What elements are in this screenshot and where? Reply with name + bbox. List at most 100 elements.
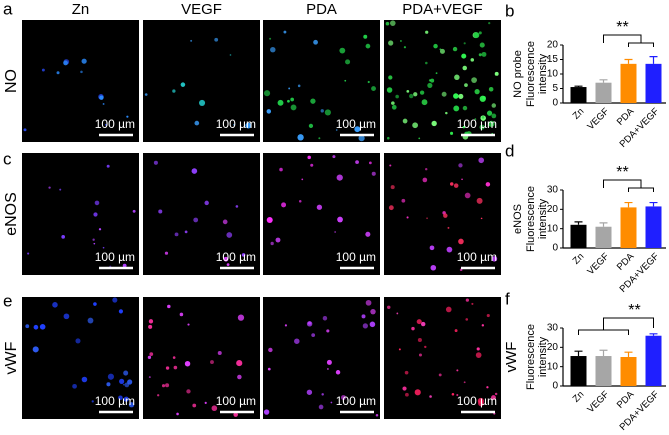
cell-dot — [316, 204, 323, 210]
cell-dot — [324, 109, 331, 116]
cell-dot — [204, 401, 207, 405]
cell-dot — [263, 409, 270, 415]
cell-dot — [106, 382, 111, 387]
cell-dot — [287, 99, 290, 103]
cell-dot — [194, 120, 200, 126]
y-tick-label: 30 — [547, 323, 559, 334]
micrograph — [263, 297, 380, 419]
cell-dot — [308, 123, 314, 129]
cell-dot — [395, 94, 399, 99]
cell-dot — [471, 77, 477, 83]
cell-dot — [126, 115, 129, 118]
cell-dot — [172, 89, 176, 93]
cell-dot — [429, 245, 435, 251]
cell-dot — [491, 103, 497, 108]
error-bar — [599, 349, 608, 357]
y-axis-label: Fluorescence — [525, 324, 537, 390]
cell-dot — [427, 82, 433, 89]
cell-dot — [458, 163, 463, 168]
cell-dot — [396, 312, 399, 315]
cell-dot — [93, 212, 98, 217]
cell-dot — [52, 302, 58, 308]
cell-dot — [336, 174, 343, 181]
scale-bar-label: 100 µm — [457, 394, 497, 408]
cell-dot — [102, 246, 105, 249]
cell-dot — [406, 89, 410, 93]
cell-dot — [362, 323, 368, 329]
cell-dot — [417, 337, 422, 343]
cell-dot — [488, 120, 495, 127]
cell-dot — [297, 134, 304, 141]
scale-bar-label: 100 µm — [216, 394, 256, 408]
cell-dot — [456, 369, 459, 372]
cell-dot — [263, 90, 271, 97]
cell-dot — [161, 384, 166, 388]
cell-dot — [153, 160, 158, 165]
cell-dot — [491, 113, 497, 119]
x-tick-label: PDA — [615, 106, 637, 128]
cell-dot — [172, 356, 176, 359]
cell-dot — [332, 155, 336, 159]
cell-dot — [416, 319, 422, 325]
cell-dot — [56, 71, 60, 75]
cell-dot — [122, 383, 125, 386]
bar — [595, 82, 612, 103]
y-tick-label: 20 — [547, 204, 559, 215]
cell-dot — [132, 209, 136, 213]
cell-dot — [451, 392, 455, 396]
cell-dot — [453, 105, 460, 112]
cell-dot — [446, 246, 453, 253]
cell-dot — [481, 324, 485, 327]
cell-dot — [186, 389, 191, 394]
cell-dot — [241, 253, 246, 257]
cell-dot — [318, 404, 324, 410]
cell-dot — [480, 217, 483, 220]
cell-dot — [105, 123, 107, 126]
cell-dot — [478, 31, 482, 35]
cell-dot — [431, 120, 437, 127]
cell-dot — [334, 231, 337, 233]
cell-dot — [458, 93, 464, 99]
bar — [620, 63, 637, 103]
cell-dot — [355, 160, 359, 164]
cell-dot — [306, 321, 313, 327]
bar — [595, 356, 612, 386]
cell-dot — [210, 360, 214, 365]
cell-dot — [237, 314, 245, 321]
cell-dot — [267, 367, 271, 371]
micrograph — [143, 153, 260, 275]
cell-dot — [389, 20, 396, 26]
cell-dot — [412, 122, 419, 129]
micrograph — [384, 153, 501, 275]
cell-dot — [478, 53, 482, 57]
cell-dot — [321, 393, 324, 396]
cell-dot — [403, 46, 407, 49]
error-bar — [624, 58, 633, 64]
cell-dot — [214, 37, 219, 42]
cell-dot — [102, 103, 105, 105]
cell-dot — [386, 136, 390, 140]
cell-dot — [180, 82, 186, 87]
cell-dot — [330, 401, 333, 404]
cell-dot — [474, 89, 480, 95]
cell-dot — [41, 68, 45, 72]
cell-dot — [184, 361, 191, 367]
cell-dot — [310, 98, 316, 104]
cell-dot — [479, 95, 486, 102]
cell-dot — [419, 90, 425, 95]
cell-dot — [452, 46, 458, 52]
y-tick-label: 10 — [547, 361, 559, 372]
cell-dot — [433, 43, 438, 49]
cell-dot — [297, 84, 301, 88]
panel-letter: e — [3, 291, 12, 310]
significance-bracket — [578, 317, 654, 335]
cell-dot — [184, 230, 188, 234]
bar — [570, 224, 587, 248]
cell-dot — [23, 128, 27, 132]
cell-dot — [176, 412, 179, 416]
cell-dot — [443, 213, 448, 218]
cell-dot — [481, 51, 487, 57]
cell-dot — [421, 99, 428, 106]
cell-dot — [388, 40, 394, 46]
cell-dot — [191, 168, 198, 174]
